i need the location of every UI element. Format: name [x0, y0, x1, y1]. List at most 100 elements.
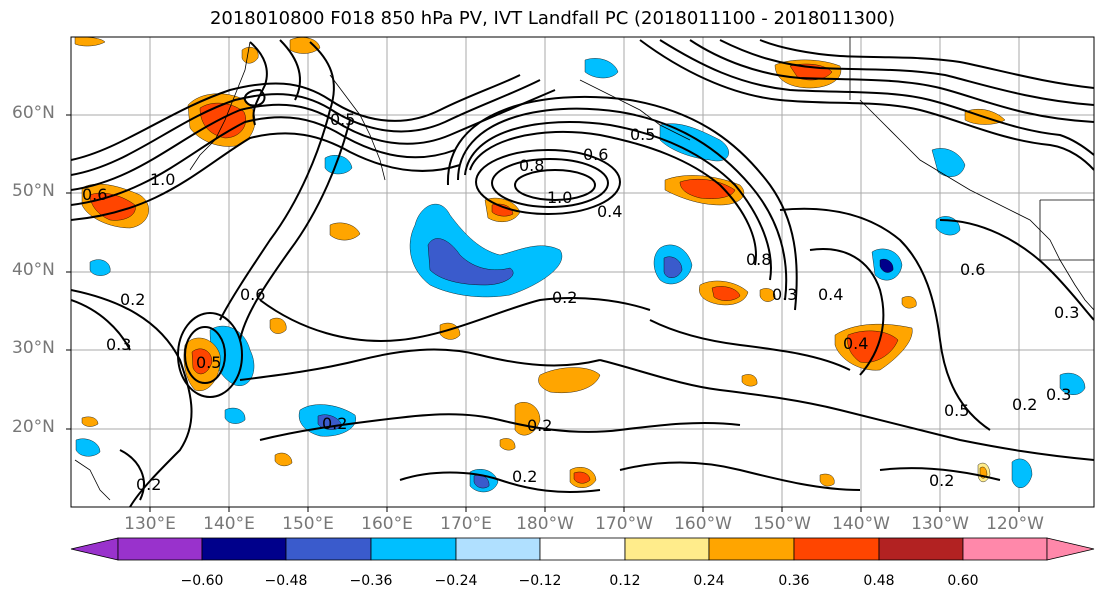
contour-label: 0.2: [120, 290, 145, 309]
neg-area: [324, 155, 353, 175]
colorbar-tick-label: 0.24: [693, 573, 725, 589]
colorbar-segment: [285, 537, 372, 561]
contour-label: 0.2: [136, 475, 161, 494]
contour-label: 0.6: [82, 185, 107, 204]
pos-area: [538, 367, 601, 393]
colorbar-extend-high: [1046, 537, 1095, 561]
pos-area: [81, 416, 99, 427]
colorbar-tick-label: 0.12: [609, 573, 641, 589]
contour-label: 0.2: [512, 467, 537, 486]
colorbar-segment: [624, 537, 710, 561]
contour-label: 0.5: [330, 110, 355, 129]
contour-label: 0.6: [240, 285, 265, 304]
lat-label: 40°N: [12, 260, 55, 280]
lat-label: 60°N: [12, 103, 55, 123]
lon-label: 130°W: [911, 514, 969, 534]
pos-area: [499, 438, 516, 451]
contour-label: 0.3: [1046, 385, 1071, 404]
contour-label: 0.8: [746, 250, 771, 269]
colorbar-segment: [117, 537, 203, 561]
neg-area: [75, 438, 101, 457]
neg-area: [427, 238, 514, 286]
neg-area: [879, 258, 894, 273]
pos-area: [679, 179, 736, 199]
colorbar-segment: [962, 537, 1048, 561]
contour-label: 0.8: [519, 156, 544, 175]
colorbar-segment: [455, 537, 541, 561]
neg-area: [1011, 458, 1033, 488]
neg-area: [931, 148, 966, 177]
lat-label: 50°N: [12, 181, 55, 201]
pos-area: [573, 471, 591, 484]
colorbar: [70, 537, 1095, 561]
colorbar-tick-label: −0.12: [518, 573, 562, 589]
contour-label: 0.4: [597, 202, 622, 221]
lon-label: 150°W: [753, 514, 811, 534]
lon-label: 140°E: [203, 514, 255, 534]
lon-label: 140°W: [832, 514, 890, 534]
lon-label: 170°W: [595, 514, 653, 534]
contour-label: 0.2: [527, 416, 552, 435]
colorbar-segment: [708, 537, 795, 561]
pos-area: [329, 222, 361, 241]
colorbar-segment: [539, 537, 626, 561]
lon-label: 180°W: [516, 514, 574, 534]
colorbar-tick-label: −0.24: [434, 573, 478, 589]
lon-label: 120°W: [986, 514, 1044, 534]
pos-area: [901, 296, 917, 309]
neg-area: [1059, 372, 1086, 395]
contour-lines: [71, 39, 1094, 507]
pos-area: [711, 286, 741, 301]
contour-label: 0.6: [583, 145, 608, 164]
pos-area: [241, 47, 259, 64]
contour-label: 0.5: [196, 353, 221, 372]
pos-area: [289, 37, 321, 54]
lon-ticks: [149, 507, 1020, 512]
contour-label: 0.3: [1054, 303, 1079, 322]
colorbar-segment: [793, 537, 880, 561]
pos-area: [269, 317, 287, 334]
colorbar-tick-label: 0.60: [947, 573, 979, 589]
neg-area: [659, 123, 729, 162]
pos-area: [847, 330, 899, 363]
pos-area: [274, 452, 293, 467]
pos-area: [491, 203, 514, 217]
colorbar-tick-label: −0.60: [180, 573, 224, 589]
contour-label: 0.5: [630, 125, 655, 144]
pos-area: [741, 374, 758, 387]
pos-area: [191, 348, 213, 375]
colorbar-tick-label: 0.48: [863, 573, 895, 589]
contour-label: 0.2: [929, 471, 954, 490]
lat-label: 20°N: [12, 417, 55, 437]
contour-label: 0.6: [960, 260, 985, 279]
pos-area: [759, 288, 776, 302]
lat-label: 30°N: [12, 338, 55, 358]
neg-area: [663, 256, 683, 278]
lon-label: 170°E: [440, 514, 492, 534]
colorbar-tick-label: −0.48: [264, 573, 308, 589]
colorbar-tick-label: 0.36: [778, 573, 810, 589]
lon-label: 160°E: [361, 514, 413, 534]
contour-label: 0.2: [322, 414, 347, 433]
lon-label: 160°W: [674, 514, 732, 534]
lon-label: 150°E: [282, 514, 334, 534]
map-title: 2018010800 F018 850 hPa PV, IVT Landfall…: [209, 8, 896, 29]
coastlines: [74, 37, 1094, 501]
neg-area: [584, 58, 619, 79]
colorbar-extend-low: [70, 537, 119, 561]
colorbar-tick-label: −0.36: [349, 573, 393, 589]
contour-label: 1.0: [150, 170, 175, 189]
contour-label: 0.2: [552, 288, 577, 307]
colorbar-segment: [201, 537, 287, 561]
contour-label-group: 0.6 0.8 1.0 0.4 0.5 0.2 0.3 0.4 0.2 0.2 …: [82, 110, 1079, 494]
pos-area: [819, 473, 835, 487]
contour-label: 0.3: [772, 285, 797, 304]
lon-label: 130°E: [124, 514, 176, 534]
neg-area: [224, 407, 246, 424]
contour-label: 0.4: [818, 285, 843, 304]
contour-label: 0.5: [944, 401, 969, 420]
contour-label: 1.0: [547, 188, 572, 207]
contour-label: 0.4: [843, 334, 868, 353]
colorbar-segment: [878, 537, 964, 561]
